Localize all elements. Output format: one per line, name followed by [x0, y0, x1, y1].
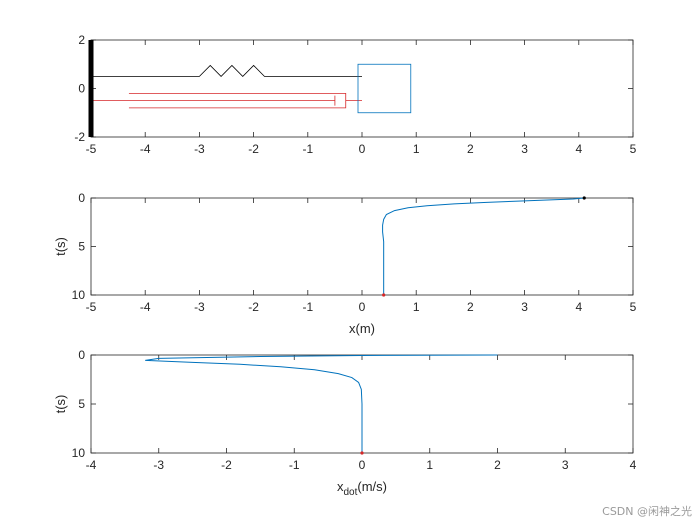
- x-tick-label: -2: [248, 142, 259, 156]
- x-tick-label: 1: [413, 142, 420, 156]
- axes-1: -5 -4 -3 -2 -1 0 1 2 3 4 5 2 0 -2: [74, 33, 636, 156]
- x-tick-label: -4: [140, 142, 151, 156]
- x-tick-label: -4: [140, 300, 151, 314]
- x-tick-label: 4: [575, 300, 582, 314]
- y-tick-label: 10: [72, 288, 86, 302]
- x-axis-label: xdot(m/s): [337, 479, 387, 498]
- x-tick-label: -5: [86, 142, 97, 156]
- x-tick-label: -5: [86, 300, 97, 314]
- x-tick-label: -3: [153, 458, 164, 472]
- x-tick-label: -2: [248, 300, 259, 314]
- y-tick-label: 0: [78, 82, 85, 96]
- x-tick-label: 4: [630, 458, 637, 472]
- marker-1: [360, 451, 364, 455]
- x-tick-label: 5: [630, 142, 637, 156]
- axes-2: -5 -4 -3 -2 -1 0 1 2 3 4 5 0 5 10 x(m) t(s): [53, 191, 637, 336]
- x-tick-label: 2: [494, 458, 501, 472]
- mass-block: [357, 63, 412, 114]
- y-axis-label: t(s): [53, 237, 68, 256]
- x-tick-label: 1: [413, 300, 420, 314]
- marker-1: [582, 196, 586, 200]
- spring-line: [91, 64, 362, 77]
- x-tick-label: 3: [521, 142, 528, 156]
- y-tick-label: 10: [72, 446, 86, 460]
- y-axis-label: t(s): [53, 395, 68, 414]
- x-tick-label: -2: [221, 458, 232, 472]
- plot-frame: [90, 39, 634, 138]
- x-tick-label: -3: [194, 300, 205, 314]
- x-tick-label: -3: [194, 142, 205, 156]
- x-tick-label: 0: [359, 142, 366, 156]
- watermark: CSDN @闲神之光: [602, 505, 692, 518]
- y-tick-label: 5: [78, 240, 85, 254]
- y-tick-label: -2: [74, 130, 85, 144]
- x-tick-label: -1: [302, 142, 313, 156]
- x-tick-label: -1: [302, 300, 313, 314]
- x-tick-label: 1: [426, 458, 433, 472]
- x-tick-label: 0: [359, 300, 366, 314]
- x-axis-label: x(m): [349, 321, 375, 336]
- series-line-1: [382, 197, 585, 295]
- x-tick-label: 4: [575, 142, 582, 156]
- y-tick-label: 0: [78, 348, 85, 362]
- x-tick-label: 3: [562, 458, 569, 472]
- plot-frame: [90, 197, 634, 296]
- x-tick-label: 2: [467, 300, 474, 314]
- axes-3: -4 -3 -2 -1 0 1 2 3 4 0 5 10 xdot(m/s) t(s): [53, 348, 637, 498]
- y-tick-label: 2: [78, 33, 85, 47]
- x-tick-label: 0: [359, 458, 366, 472]
- series-line-1: [145, 354, 498, 453]
- x-tick-label: -4: [86, 458, 97, 472]
- x-tick-label: 3: [521, 300, 528, 314]
- y-tick-label: 0: [78, 191, 85, 205]
- y-tick-label: 5: [78, 397, 85, 411]
- x-tick-label: -1: [289, 458, 300, 472]
- x-tick-label: 2: [467, 142, 474, 156]
- x-tick-label: 5: [630, 300, 637, 314]
- marker-2: [382, 293, 386, 297]
